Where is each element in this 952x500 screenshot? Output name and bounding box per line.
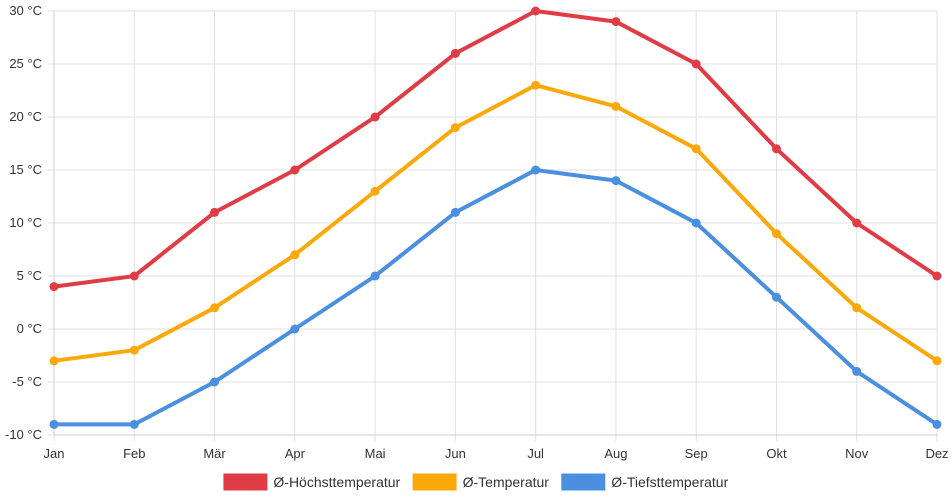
data-point[interactable] (611, 17, 621, 27)
data-point[interactable] (370, 112, 380, 122)
x-tick-label: Mär (203, 446, 226, 461)
data-point[interactable] (450, 48, 460, 58)
data-point[interactable] (129, 271, 139, 281)
y-tick-label: 5 °C (17, 268, 42, 283)
y-tick-label: -5 °C (12, 374, 42, 389)
x-tick-label: Jun (445, 446, 466, 461)
y-tick-label: 0 °C (17, 321, 42, 336)
y-tick-label: 10 °C (9, 215, 42, 230)
data-point[interactable] (49, 419, 59, 429)
y-tick-label: -10 °C (5, 427, 42, 442)
data-point[interactable] (290, 250, 300, 260)
data-point[interactable] (290, 324, 300, 334)
data-point[interactable] (450, 207, 460, 217)
x-tick-label: Jan (44, 446, 65, 461)
data-point[interactable] (852, 218, 862, 228)
data-point[interactable] (531, 165, 541, 175)
data-point[interactable] (210, 207, 220, 217)
legend-item[interactable]: Ø-Tiefsttemperatur (561, 473, 729, 491)
y-tick-label: 20 °C (9, 109, 42, 124)
data-point[interactable] (450, 123, 460, 133)
data-point[interactable] (771, 229, 781, 239)
x-tick-label: Aug (604, 446, 627, 461)
legend-label: Ø-Tiefsttemperatur (611, 474, 728, 490)
x-tick-label: Sep (685, 446, 708, 461)
data-point[interactable] (932, 356, 942, 366)
axis-labels: -10 °C -5 °C 0 °C 5 °C 10 °C 15 °C 20 °C 25 °C 3… (5, 3, 949, 461)
data-point[interactable] (210, 377, 220, 387)
data-point[interactable] (49, 356, 59, 366)
series-1 (49, 80, 942, 366)
data-point[interactable] (771, 292, 781, 302)
x-tick-label: Jul (527, 446, 544, 461)
data-point[interactable] (370, 271, 380, 281)
series-lines (49, 6, 942, 429)
data-point[interactable] (531, 80, 541, 90)
data-point[interactable] (210, 303, 220, 313)
series-2 (49, 165, 942, 429)
x-tick-label: Feb (123, 446, 145, 461)
legend-swatch (223, 473, 268, 491)
x-tick-label: Mai (365, 446, 386, 461)
grid-lines (48, 10, 938, 441)
series-line (52, 168, 939, 427)
x-tick-label: Nov (845, 446, 869, 461)
y-tick-label: 30 °C (9, 3, 42, 18)
y-tick-label: 25 °C (9, 56, 42, 71)
data-point[interactable] (129, 345, 139, 355)
data-point[interactable] (691, 218, 701, 228)
data-point[interactable] (852, 303, 862, 313)
legend-swatch (412, 473, 457, 491)
data-point[interactable] (531, 6, 541, 16)
data-point[interactable] (932, 419, 942, 429)
legend: Ø-Höchsttemperatur Ø-Temperatur Ø-Tiefstte… (223, 473, 729, 491)
data-point[interactable] (370, 186, 380, 196)
series-line (52, 83, 939, 363)
y-tick-label: 15 °C (9, 162, 42, 177)
data-point[interactable] (691, 59, 701, 69)
legend-label: Ø-Höchsttemperatur (273, 474, 400, 490)
data-point[interactable] (290, 165, 300, 175)
series-0 (49, 6, 942, 292)
data-point[interactable] (611, 101, 621, 111)
legend-item[interactable]: Ø-Temperatur (412, 473, 550, 491)
data-point[interactable] (691, 144, 701, 154)
legend-swatch (561, 473, 606, 491)
x-tick-label: Dez (925, 446, 948, 461)
legend-item[interactable]: Ø-Höchsttemperatur (223, 473, 401, 491)
data-point[interactable] (611, 176, 621, 186)
legend-label: Ø-Temperatur (463, 474, 550, 490)
x-tick-label: Okt (766, 446, 787, 461)
data-point[interactable] (129, 419, 139, 429)
x-tick-label: Apr (285, 446, 306, 461)
data-point[interactable] (49, 282, 59, 292)
data-point[interactable] (932, 271, 942, 281)
data-point[interactable] (852, 366, 862, 376)
series-line (52, 9, 939, 289)
data-point[interactable] (771, 144, 781, 154)
